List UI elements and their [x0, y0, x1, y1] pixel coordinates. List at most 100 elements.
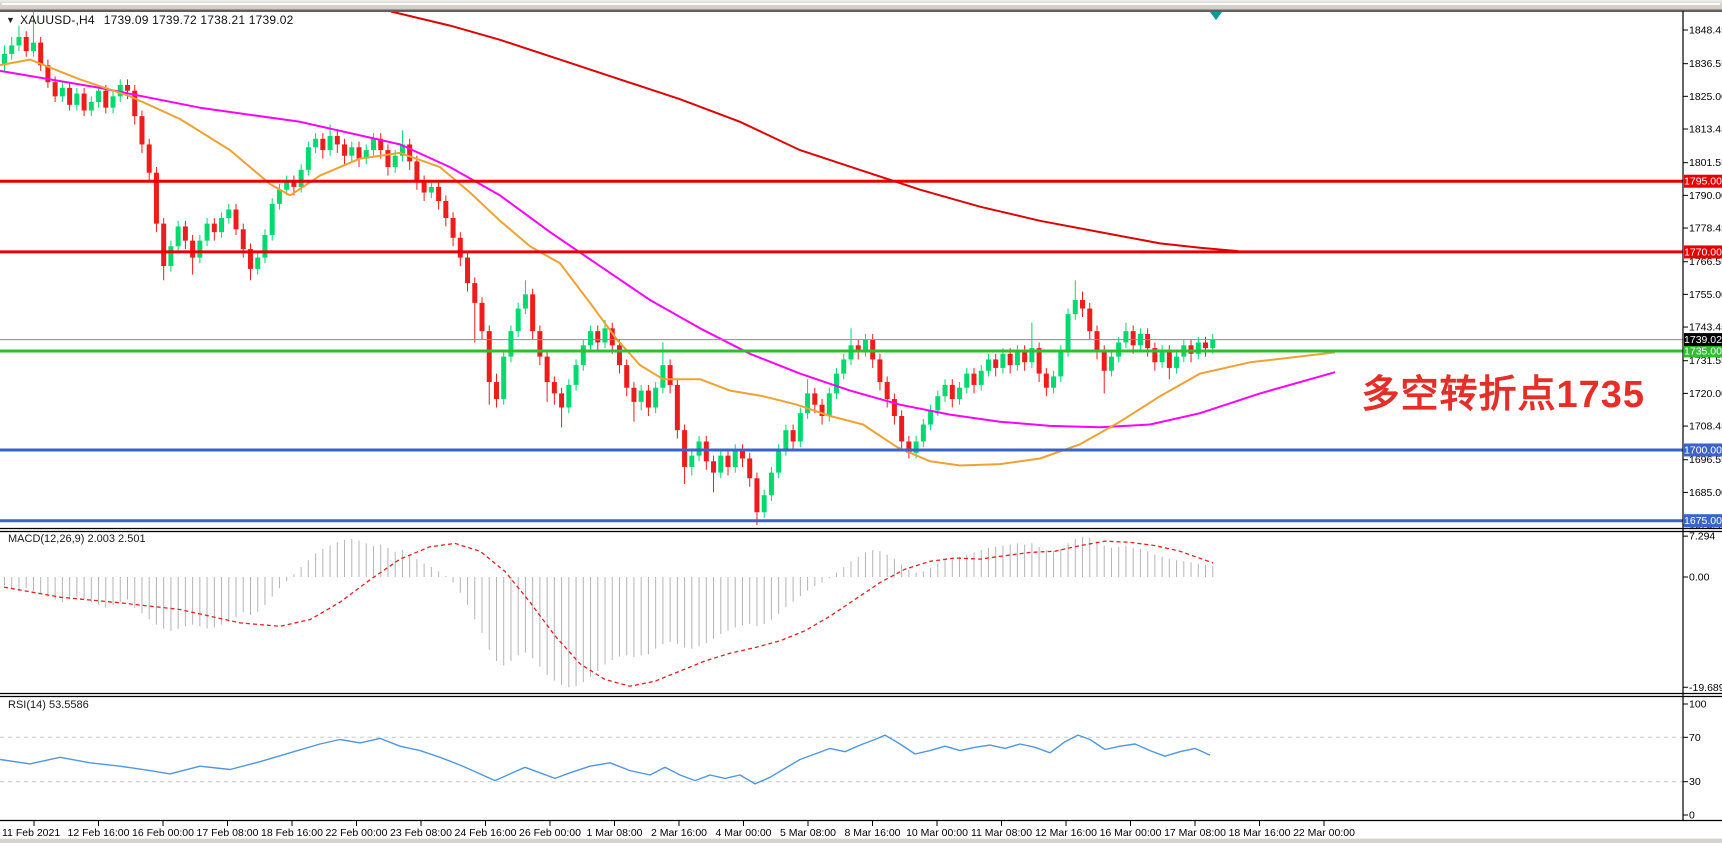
ma-mid-magenta-line — [0, 69, 1336, 429]
candle-body — [906, 441, 912, 453]
candle-body — [334, 135, 340, 145]
candle-body — [862, 339, 868, 351]
candle-body — [313, 138, 319, 148]
rsi-indicator-label: RSI(14) 53.5586 — [8, 699, 89, 711]
candle-body — [233, 209, 239, 230]
price-axis-label: 1696.55 — [1689, 454, 1722, 466]
time-axis-label: 22 Feb 00:00 — [326, 827, 388, 839]
candle-body — [1080, 300, 1086, 309]
price-axis[interactable]: 1848.45 1836.55 1825.00 1813.45 1801.55 1790.… — [1683, 25, 1722, 532]
time-axis-label: 2 Mar 16:00 — [651, 827, 707, 839]
time-axis-label: 24 Feb 16:00 — [455, 827, 517, 839]
candle-body — [1029, 348, 1035, 363]
candle-body — [1007, 353, 1013, 366]
candle-body — [457, 237, 463, 258]
candle-body — [407, 144, 413, 162]
time-axis-label: 17 Mar 08:00 — [1164, 827, 1226, 839]
time-axis[interactable]: 11 Feb 2021 12 Feb 16:00 16 Feb 00:00 17 Fe… — [2, 821, 1355, 839]
macd-indicator-label: MACD(12,26,9) 2.003 2.501 — [8, 533, 146, 545]
candle-body — [602, 328, 608, 343]
candle-body — [378, 138, 384, 151]
time-axis-label: 8 Mar 16:00 — [844, 827, 900, 839]
macd-axis-label: 0.00 — [1689, 572, 1710, 584]
candle-body — [913, 441, 919, 453]
candle-body — [783, 430, 789, 450]
candle-body — [501, 356, 507, 400]
candle-body — [110, 96, 116, 108]
price-badge-bg — [1684, 514, 1722, 528]
price-badge-label: 1675.00 — [1684, 515, 1722, 527]
candle-body — [1166, 350, 1172, 368]
candle-body — [580, 345, 586, 366]
candle-body — [812, 393, 818, 405]
macd-axis-label: -19.689 — [1689, 682, 1722, 694]
symbol-dropdown-icon[interactable]: ▼ — [6, 15, 16, 25]
candle-body — [616, 345, 622, 366]
candle-body — [327, 135, 333, 151]
price-axis-label: 1825.00 — [1689, 91, 1722, 103]
price-axis-label: 1766.55 — [1689, 256, 1722, 268]
candle-body — [1174, 356, 1180, 368]
candle-body — [508, 331, 514, 357]
chart-shift-marker-icon[interactable] — [1210, 12, 1222, 20]
price-axis-label: 1685.00 — [1689, 487, 1722, 499]
candle-body — [291, 181, 297, 187]
candle-body — [23, 36, 29, 52]
candle-body — [1203, 342, 1209, 349]
candle-body — [204, 223, 210, 241]
candle-body — [797, 413, 803, 442]
price-axis-label: 1778.45 — [1689, 223, 1722, 235]
candle-body — [544, 356, 550, 383]
candle-body — [168, 246, 174, 267]
candle-body — [284, 181, 290, 190]
candle-body — [240, 229, 246, 250]
rsi-axis-label: 0 — [1689, 810, 1695, 822]
candle-body — [515, 308, 521, 332]
chart-text-annotation[interactable]: 多空转折点1735 — [1361, 374, 1645, 416]
candle-body — [421, 181, 427, 193]
candle-body — [450, 217, 456, 238]
candle-body — [971, 373, 977, 385]
candle-body — [559, 393, 565, 408]
candle-body — [436, 186, 442, 202]
candle-body — [356, 147, 362, 159]
candle-body — [493, 382, 499, 400]
candle-body — [88, 101, 94, 111]
candle-body — [161, 223, 167, 267]
candle-body — [1058, 350, 1064, 377]
price-axis-label: 1836.55 — [1689, 58, 1722, 70]
time-axis-label: 17 Feb 08:00 — [197, 827, 259, 839]
chart-scrollbar[interactable] — [0, 0, 1722, 10]
price-badge-label: 1700.00 — [1684, 444, 1722, 456]
candle-body — [414, 161, 420, 182]
candle-body — [877, 359, 883, 383]
time-axis-label: 16 Feb 00:00 — [132, 827, 194, 839]
time-axis-label: 18 Feb 16:00 — [261, 827, 323, 839]
macd-panel: 7.294 0.00 -19.689 — [3, 531, 1722, 694]
candle-body — [949, 384, 955, 400]
candle-body — [38, 42, 44, 66]
candle-body — [52, 82, 58, 97]
candle-body — [486, 331, 492, 383]
candle-body — [30, 42, 36, 52]
candle-body — [819, 404, 825, 417]
price-badge-bg — [1684, 245, 1722, 259]
candle-body — [269, 203, 275, 235]
candle-body — [537, 331, 543, 357]
candle-body — [964, 373, 970, 388]
time-axis-label: 22 Mar 00:00 — [1293, 827, 1355, 839]
price-axis-label: 1848.45 — [1689, 25, 1722, 37]
candle-body — [1014, 350, 1020, 366]
candle-body — [768, 472, 774, 496]
price-panel[interactable] — [0, 11, 1336, 525]
candle-body — [942, 384, 948, 397]
time-axis-label: 23 Feb 08:00 — [390, 827, 452, 839]
candle-body — [1123, 331, 1129, 343]
candle-body — [645, 390, 651, 408]
candle-body — [1210, 339, 1216, 349]
candle-body — [16, 36, 22, 46]
time-axis-label: 5 Mar 08:00 — [780, 827, 836, 839]
price-badge-bg — [1684, 344, 1722, 358]
time-axis-label: 12 Mar 16:00 — [1035, 827, 1097, 839]
